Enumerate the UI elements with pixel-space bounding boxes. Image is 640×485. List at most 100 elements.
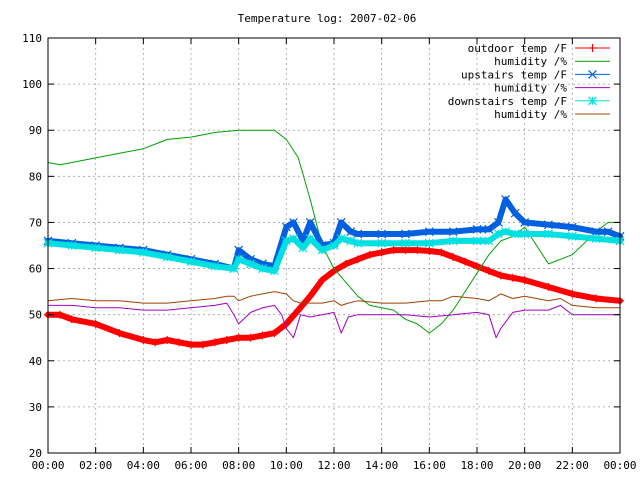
data-point [175, 338, 184, 347]
data-point [139, 336, 148, 345]
data-point [508, 273, 517, 282]
y-tick-label: 60 [29, 263, 42, 276]
data-point [473, 262, 481, 271]
data-point [520, 218, 530, 227]
data-point [461, 257, 470, 266]
data-point [298, 243, 308, 253]
data-point [258, 331, 267, 340]
data-point [234, 254, 244, 264]
x-tick-label: 22:00 [556, 459, 589, 472]
data-point [520, 229, 530, 239]
data-point [246, 333, 255, 342]
data-point [198, 340, 207, 349]
data-point [567, 222, 577, 232]
data-point [229, 264, 239, 273]
data-point [484, 236, 494, 246]
data-point [210, 261, 220, 271]
data-point [162, 252, 172, 262]
legend-marker [588, 96, 597, 106]
x-tick-label: 00:00 [603, 459, 636, 472]
data-point [544, 283, 553, 291]
data-point [437, 248, 446, 257]
data-point [329, 241, 339, 250]
tick-layer: 20 30 40 50 60 70 80 90 100 110 00:00 02:00 04:00 06:… [22, 32, 636, 472]
data-point [138, 247, 148, 257]
data-point [67, 241, 77, 250]
data-point [472, 224, 482, 234]
legend-label: humidity /% [494, 82, 567, 95]
x-tick-label: 04:00 [127, 459, 160, 472]
data-point [282, 319, 291, 328]
data-point [269, 266, 279, 276]
legend-marker [588, 69, 597, 79]
data-point [317, 245, 327, 255]
legend: outdoor temp /F humidity /%upstairs temp … [448, 42, 610, 121]
y-tick-label: 40 [29, 355, 42, 368]
series-layer [43, 129, 625, 349]
data-point [234, 333, 243, 342]
data-point [210, 338, 219, 347]
chart-title: Temperature log: 2007-02-06 [238, 12, 417, 25]
data-point [520, 276, 529, 285]
data-point [424, 238, 434, 248]
y-tick-label: 70 [29, 216, 42, 229]
y-tick-label: 90 [29, 124, 42, 137]
data-point [270, 329, 279, 338]
x-tick-label: 16:00 [413, 459, 446, 472]
data-point [281, 222, 291, 232]
data-point [496, 271, 505, 280]
legend-label: downstairs temp /F [448, 95, 567, 108]
x-tick-label: 14:00 [365, 459, 398, 472]
data-point [377, 238, 387, 248]
y-tick-label: 20 [29, 447, 42, 460]
x-tick-label: 12:00 [317, 459, 350, 472]
data-point [494, 218, 503, 227]
data-point [401, 229, 410, 239]
data-point [346, 227, 356, 237]
x-tick-label: 08:00 [222, 459, 255, 472]
data-point [336, 234, 346, 244]
data-point [544, 229, 553, 239]
x-tick-label: 10:00 [270, 459, 303, 472]
x-tick-label: 00:00 [31, 459, 64, 472]
data-point [151, 338, 160, 347]
data-point [67, 315, 76, 324]
data-point [289, 218, 298, 227]
x-tick-label: 18:00 [460, 459, 493, 472]
data-point [163, 336, 172, 345]
grid [48, 38, 620, 453]
data-point [377, 248, 386, 257]
x-tick-label: 06:00 [174, 459, 207, 472]
data-point [115, 329, 124, 338]
legend-label: outdoor temp /F [468, 42, 567, 55]
data-point [365, 250, 374, 259]
data-point [448, 236, 458, 246]
data-point [246, 259, 256, 269]
data-point [603, 227, 613, 237]
data-point [568, 289, 577, 298]
data-point [544, 220, 553, 230]
data-point [353, 255, 362, 264]
data-point [449, 253, 458, 262]
data-point [591, 227, 601, 237]
data-point [115, 245, 124, 255]
data-point [306, 292, 315, 301]
data-point [425, 247, 434, 256]
data-point [501, 227, 511, 237]
data-point [305, 234, 315, 244]
data-point [424, 227, 434, 237]
y-tick-label: 100 [22, 78, 42, 91]
data-point [346, 236, 356, 246]
legend-label: upstairs temp /F [461, 68, 567, 81]
data-point [494, 229, 503, 239]
data-point [258, 264, 267, 273]
series-line-3 [47, 302, 621, 339]
data-point [472, 236, 482, 246]
data-point [341, 259, 350, 268]
y-tick-label: 50 [29, 309, 42, 322]
data-point [592, 294, 601, 303]
data-point [510, 229, 520, 239]
data-point [91, 243, 101, 253]
